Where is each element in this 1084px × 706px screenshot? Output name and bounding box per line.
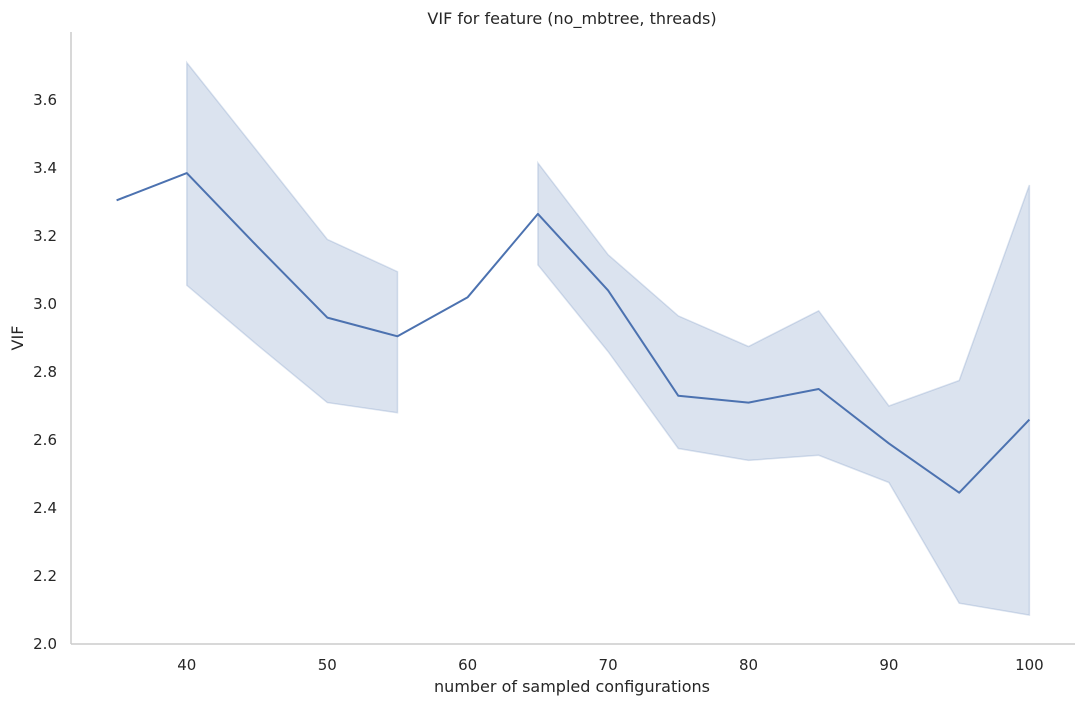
y-tick-label: 2.8	[33, 363, 57, 381]
y-axis-label: VIF	[8, 326, 27, 351]
y-tick-label: 3.0	[33, 295, 57, 313]
series-line-1	[116, 172, 1031, 494]
confidence-bands	[186, 60, 1031, 616]
series-lines	[116, 172, 1031, 494]
chart-title: VIF for feature (no_mbtree, threads)	[427, 9, 716, 29]
y-tick-label: 2.6	[33, 431, 57, 449]
y-tick-label: 2.2	[33, 567, 57, 585]
x-tick-labels: 40 50 60 70 80 90 100	[177, 656, 1043, 674]
y-tick-label: 2.0	[33, 635, 57, 653]
y-tick-label: 3.2	[33, 227, 57, 245]
y-tick-label: 3.6	[33, 91, 57, 109]
x-tick-label: 80	[739, 656, 758, 674]
confidence-band-2	[537, 160, 1031, 616]
x-tick-label: 100	[1015, 656, 1044, 674]
x-tick-label: 70	[599, 656, 618, 674]
x-axis-label: number of sampled configurations	[434, 677, 710, 696]
x-tick-label: 90	[879, 656, 898, 674]
x-tick-label: 60	[458, 656, 477, 674]
confidence-band-1	[186, 60, 399, 414]
x-tick-label: 50	[318, 656, 337, 674]
y-tick-label: 2.4	[33, 499, 57, 517]
x-tick-label: 40	[177, 656, 196, 674]
y-tick-labels: 2.0 2.2 2.4 2.6 2.8 3.0 3.2 3.4 3.6	[33, 91, 57, 653]
y-tick-label: 3.4	[33, 159, 57, 177]
